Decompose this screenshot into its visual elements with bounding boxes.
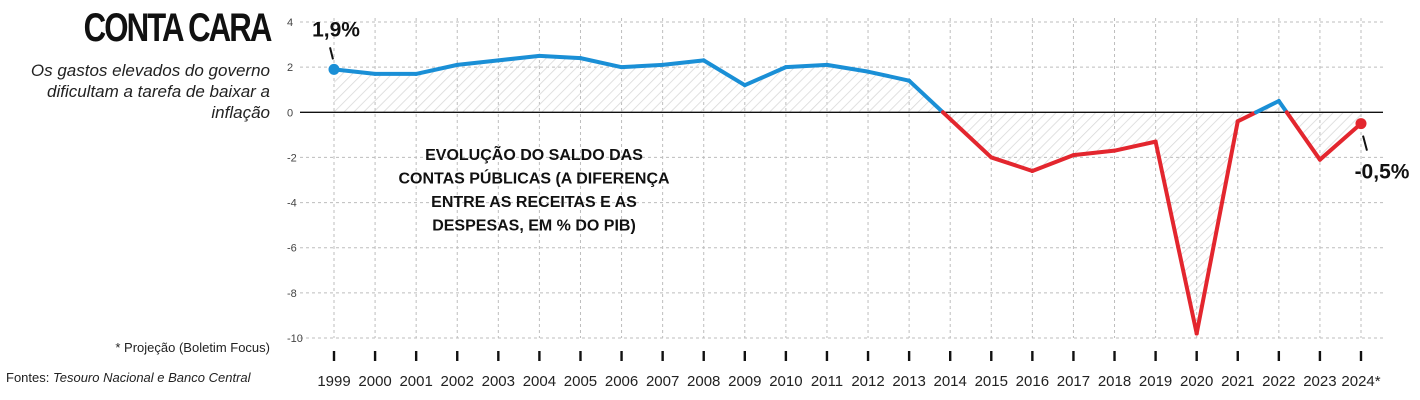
x-tick-label: 2002 bbox=[441, 373, 474, 390]
y-tick-label: -8 bbox=[287, 288, 297, 300]
projection-footnote: * Projeção (Boletim Focus) bbox=[115, 340, 270, 355]
positive-line-segment bbox=[455, 58, 501, 67]
x-tick-label: 2008 bbox=[687, 373, 720, 390]
x-tick-label: 2007 bbox=[646, 373, 679, 390]
x-tick-label: 2016 bbox=[1016, 373, 1049, 390]
page-title: CONTA CARA bbox=[83, 6, 272, 50]
x-tick-label: 2018 bbox=[1098, 373, 1131, 390]
y-tick-label: 0 bbox=[287, 107, 293, 119]
x-tick-label: 2001 bbox=[399, 373, 432, 390]
negative-line-segment bbox=[1284, 110, 1322, 162]
y-tick-label: -4 bbox=[287, 198, 297, 210]
x-tick-label: 2014 bbox=[934, 373, 967, 390]
positive-line-segment bbox=[1254, 99, 1281, 115]
callout-label: -0,5% bbox=[1355, 161, 1410, 184]
negative-line-segment bbox=[1030, 153, 1076, 173]
sources-text: Tesouro Nacional e Banco Central bbox=[52, 370, 251, 385]
positive-line-segment bbox=[866, 69, 912, 83]
x-tick-label: 2024* bbox=[1341, 373, 1380, 390]
positive-line-segment bbox=[742, 65, 788, 88]
x-tick-label: 2013 bbox=[892, 373, 925, 390]
x-tick-label: 2009 bbox=[728, 373, 761, 390]
x-tick-label: 2011 bbox=[811, 373, 843, 390]
positive-line-segment bbox=[537, 53, 583, 61]
positive-line-segment bbox=[783, 62, 829, 70]
callout-leader bbox=[1362, 135, 1368, 151]
callout-label: 1,9% bbox=[312, 18, 360, 41]
positive-line-segment bbox=[1276, 99, 1289, 115]
endpoint-marker bbox=[328, 63, 340, 75]
negative-line-segment bbox=[1071, 148, 1117, 158]
positive-line-segment bbox=[414, 62, 460, 76]
x-tick-label: 2023 bbox=[1303, 373, 1336, 390]
positive-line-segment bbox=[701, 58, 747, 88]
x-tick-label: 2006 bbox=[605, 373, 638, 390]
chart-title-line: ENTRE AS RECEITAS E AS bbox=[431, 194, 637, 211]
y-tick-label: 2 bbox=[287, 62, 293, 74]
x-tick-label: 2022 bbox=[1262, 373, 1295, 390]
negative-line-segment bbox=[1194, 119, 1240, 336]
x-tick-label: 1999 bbox=[317, 373, 350, 390]
negative-line-segment bbox=[989, 155, 1035, 173]
page-subtitle: Os gastos elevados do governo dificultam… bbox=[30, 61, 270, 122]
x-tick-label: 2010 bbox=[769, 373, 802, 390]
negative-line-segment bbox=[1235, 110, 1259, 124]
x-tick-label: 2012 bbox=[851, 373, 884, 390]
x-tick-label: 2020 bbox=[1180, 373, 1213, 390]
sources-note: Fontes: Tesouro Nacional e Banco Central bbox=[6, 370, 251, 385]
callout-leader bbox=[329, 47, 334, 60]
negative-line-segment bbox=[1112, 139, 1158, 153]
chart-title-line: DESPESAS, EM % DO PIB) bbox=[432, 218, 636, 235]
left-column: CONTA CARA Os gastos elevados do governo… bbox=[0, 0, 272, 400]
positive-line-segment bbox=[660, 58, 706, 67]
negative-line-segment bbox=[1153, 139, 1199, 336]
positive-line-segment bbox=[907, 78, 945, 115]
negative-line-segment bbox=[1317, 121, 1363, 162]
x-tick-label: 2021 bbox=[1221, 373, 1254, 390]
positive-line-segment bbox=[332, 67, 378, 76]
x-tick-label: 2003 bbox=[482, 373, 515, 390]
x-tick-label: 2004 bbox=[523, 373, 556, 390]
positive-line-segment bbox=[824, 62, 871, 74]
y-tick-label: 4 bbox=[287, 17, 293, 29]
y-tick-label: -6 bbox=[287, 243, 297, 255]
negative-line-segment bbox=[948, 117, 994, 160]
chart-title-line: EVOLUÇÃO DO SALDO DAS bbox=[425, 144, 643, 164]
x-tick-label: 2017 bbox=[1057, 373, 1090, 390]
x-tick-label: 2005 bbox=[564, 373, 597, 390]
endpoint-marker bbox=[1355, 118, 1367, 130]
x-tick-label: 2019 bbox=[1139, 373, 1172, 390]
chart-title-line: CONTAS PÚBLICAS (A DIFERENÇA bbox=[398, 169, 670, 188]
y-tick-label: -10 bbox=[287, 333, 303, 345]
sources-label: Fontes: bbox=[6, 370, 50, 385]
positive-line-segment bbox=[496, 53, 542, 63]
x-tick-label: 2000 bbox=[358, 373, 391, 390]
x-tick-label: 2015 bbox=[975, 373, 1008, 390]
y-tick-label: -2 bbox=[287, 152, 297, 164]
positive-line-segment bbox=[578, 56, 624, 70]
hatched-area bbox=[334, 55, 1361, 334]
positive-line-segment bbox=[619, 62, 665, 70]
